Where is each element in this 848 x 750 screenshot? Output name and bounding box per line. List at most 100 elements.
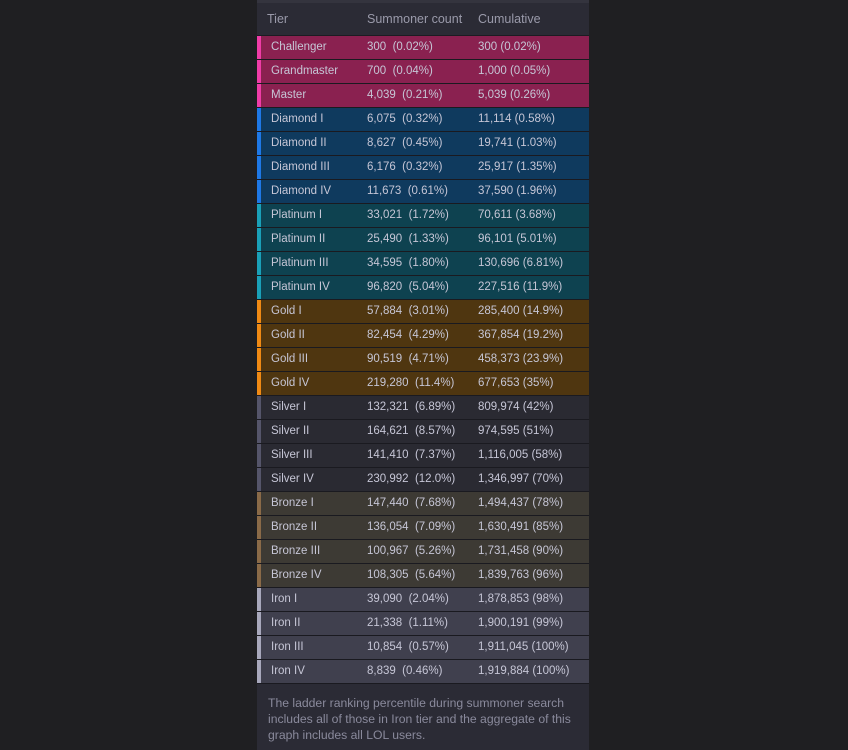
tier-color-bar xyxy=(257,156,261,179)
summoner-count: 4,039 (0.21%) xyxy=(367,89,443,101)
tier-name: Diamond I xyxy=(271,113,324,125)
tier-color-bar xyxy=(257,276,261,299)
tier-name: Gold I xyxy=(271,305,302,317)
cumulative-count: 25,917 (1.35%) xyxy=(478,161,557,173)
cumulative-count: 130,696 (6.81%) xyxy=(478,257,564,269)
tier-name: Silver I xyxy=(271,401,307,413)
tier-row: Diamond I 6,075 (0.32%) 11,114 (0.58%) xyxy=(257,108,589,132)
tier-name: Platinum IV xyxy=(271,281,330,293)
summoner-count: 8,627 (0.45%) xyxy=(367,137,443,149)
cumulative-count: 1,911,045 (100%) xyxy=(478,641,569,653)
summoner-count: 33,021 (1.72%) xyxy=(367,209,449,221)
tier-row: Bronze II 136,054 (7.09%) 1,630,491 (85%) xyxy=(257,516,589,540)
cumulative-count: 458,373 (23.9%) xyxy=(478,353,564,365)
tier-name: Diamond IV xyxy=(271,185,332,197)
summoner-count: 164,621 (8.57%) xyxy=(367,425,456,437)
tier-color-bar xyxy=(257,372,261,395)
tier-color-bar xyxy=(257,300,261,323)
summoner-count: 147,440 (7.68%) xyxy=(367,497,456,509)
tier-name: Iron II xyxy=(271,617,301,629)
tier-row: Platinum I 33,021 (1.72%) 70,611 (3.68%) xyxy=(257,204,589,228)
tier-row: Gold III 90,519 (4.71%) 458,373 (23.9%) xyxy=(257,348,589,372)
tier-color-bar xyxy=(257,60,261,83)
summoner-count: 10,854 (0.57%) xyxy=(367,641,449,653)
tier-row: Silver II 164,621 (8.57%) 974,595 (51%) xyxy=(257,420,589,444)
tier-name: Bronze IV xyxy=(271,569,322,581)
tier-name: Iron I xyxy=(271,593,298,605)
tier-row: Platinum III 34,595 (1.80%) 130,696 (6.81%… xyxy=(257,252,589,276)
tier-color-bar xyxy=(257,588,261,611)
tier-color-bar xyxy=(257,612,261,635)
summoner-count: 700 (0.04%) xyxy=(367,65,433,77)
summoner-count: 132,321 (6.89%) xyxy=(367,401,456,413)
table-header: Tier Summoner count Cumulative xyxy=(257,3,589,36)
tier-row: Iron IV 8,839 (0.46%) 1,919,884 (100%) xyxy=(257,660,589,684)
tier-row: Iron II 21,338 (1.11%) 1,900,191 (99%) xyxy=(257,612,589,636)
summoner-count: 57,884 (3.01%) xyxy=(367,305,449,317)
tier-color-bar xyxy=(257,660,261,683)
header-summoner-count: Summoner count xyxy=(367,12,463,26)
tier-row: Gold I 57,884 (3.01%) 285,400 (14.9%) xyxy=(257,300,589,324)
tier-color-bar xyxy=(257,252,261,275)
tier-color-bar xyxy=(257,348,261,371)
cumulative-count: 300 (0.02%) xyxy=(478,41,541,53)
cumulative-count: 1,116,005 (58%) xyxy=(478,449,563,461)
summoner-count: 8,839 (0.46%) xyxy=(367,665,443,677)
tier-color-bar xyxy=(257,180,261,203)
tier-row: Diamond II 8,627 (0.45%) 19,741 (1.03%) xyxy=(257,132,589,156)
tier-name: Challenger xyxy=(271,41,327,53)
footnote: The ladder ranking percentile during sum… xyxy=(268,696,571,742)
tier-color-bar xyxy=(257,84,261,107)
tier-name: Bronze III xyxy=(271,545,321,557)
tier-name: Gold IV xyxy=(271,377,310,389)
tier-color-bar xyxy=(257,564,261,587)
tier-color-bar xyxy=(257,492,261,515)
tier-name: Silver IV xyxy=(271,473,314,485)
tier-row: Gold II 82,454 (4.29%) 367,854 (19.2%) xyxy=(257,324,589,348)
tier-color-bar xyxy=(257,636,261,659)
summoner-count: 108,305 (5.64%) xyxy=(367,569,456,581)
tier-color-bar xyxy=(257,204,261,227)
summoner-count: 6,075 (0.32%) xyxy=(367,113,443,125)
tier-name: Iron IV xyxy=(271,665,305,677)
cumulative-count: 809,974 (42%) xyxy=(478,401,554,413)
summoner-count: 96,820 (5.04%) xyxy=(367,281,449,293)
tier-name: Platinum III xyxy=(271,257,329,269)
cumulative-count: 677,653 (35%) xyxy=(478,377,554,389)
top-divider xyxy=(257,0,589,3)
tier-row: Master 4,039 (0.21%) 5,039 (0.26%) xyxy=(257,84,589,108)
summoner-count: 100,967 (5.26%) xyxy=(367,545,456,557)
cumulative-count: 19,741 (1.03%) xyxy=(478,137,557,149)
header-tier: Tier xyxy=(267,12,289,26)
tier-row: Platinum II 25,490 (1.33%) 96,101 (5.01%) xyxy=(257,228,589,252)
tier-color-bar xyxy=(257,132,261,155)
tier-name: Gold III xyxy=(271,353,309,365)
tier-row: Silver III 141,410 (7.37%) 1,116,005 (58%) xyxy=(257,444,589,468)
tier-row: Diamond IV 11,673 (0.61%) 37,590 (1.96%) xyxy=(257,180,589,204)
cumulative-count: 1,900,191 (99%) xyxy=(478,617,564,629)
tier-color-bar xyxy=(257,540,261,563)
cumulative-count: 1,731,458 (90%) xyxy=(478,545,564,557)
tier-row: Bronze IV 108,305 (5.64%) 1,839,763 (96%) xyxy=(257,564,589,588)
tier-color-bar xyxy=(257,420,261,443)
tier-name: Iron III xyxy=(271,641,304,653)
cumulative-count: 1,000 (0.05%) xyxy=(478,65,551,77)
tier-color-bar xyxy=(257,108,261,131)
tier-row: Diamond III 6,176 (0.32%) 25,917 (1.35%) xyxy=(257,156,589,180)
tier-row: Iron I 39,090 (2.04%) 1,878,853 (98%) xyxy=(257,588,589,612)
cumulative-count: 227,516 (11.9%) xyxy=(478,281,563,293)
summoner-count: 6,176 (0.32%) xyxy=(367,161,443,173)
tier-color-bar xyxy=(257,516,261,539)
tier-name: Bronze I xyxy=(271,497,314,509)
tier-name: Master xyxy=(271,89,307,101)
tier-color-bar xyxy=(257,396,261,419)
tier-name: Gold II xyxy=(271,329,305,341)
tier-color-bar xyxy=(257,468,261,491)
cumulative-count: 11,114 (0.58%) xyxy=(478,113,555,125)
tier-row: Challenger 300 (0.02%) 300 (0.02%) xyxy=(257,36,589,60)
tier-row: Bronze I 147,440 (7.68%) 1,494,437 (78%) xyxy=(257,492,589,516)
tier-row: Platinum IV 96,820 (5.04%) 227,516 (11.9%) xyxy=(257,276,589,300)
tier-color-bar xyxy=(257,228,261,251)
cumulative-count: 1,494,437 (78%) xyxy=(478,497,564,509)
cumulative-count: 96,101 (5.01%) xyxy=(478,233,557,245)
